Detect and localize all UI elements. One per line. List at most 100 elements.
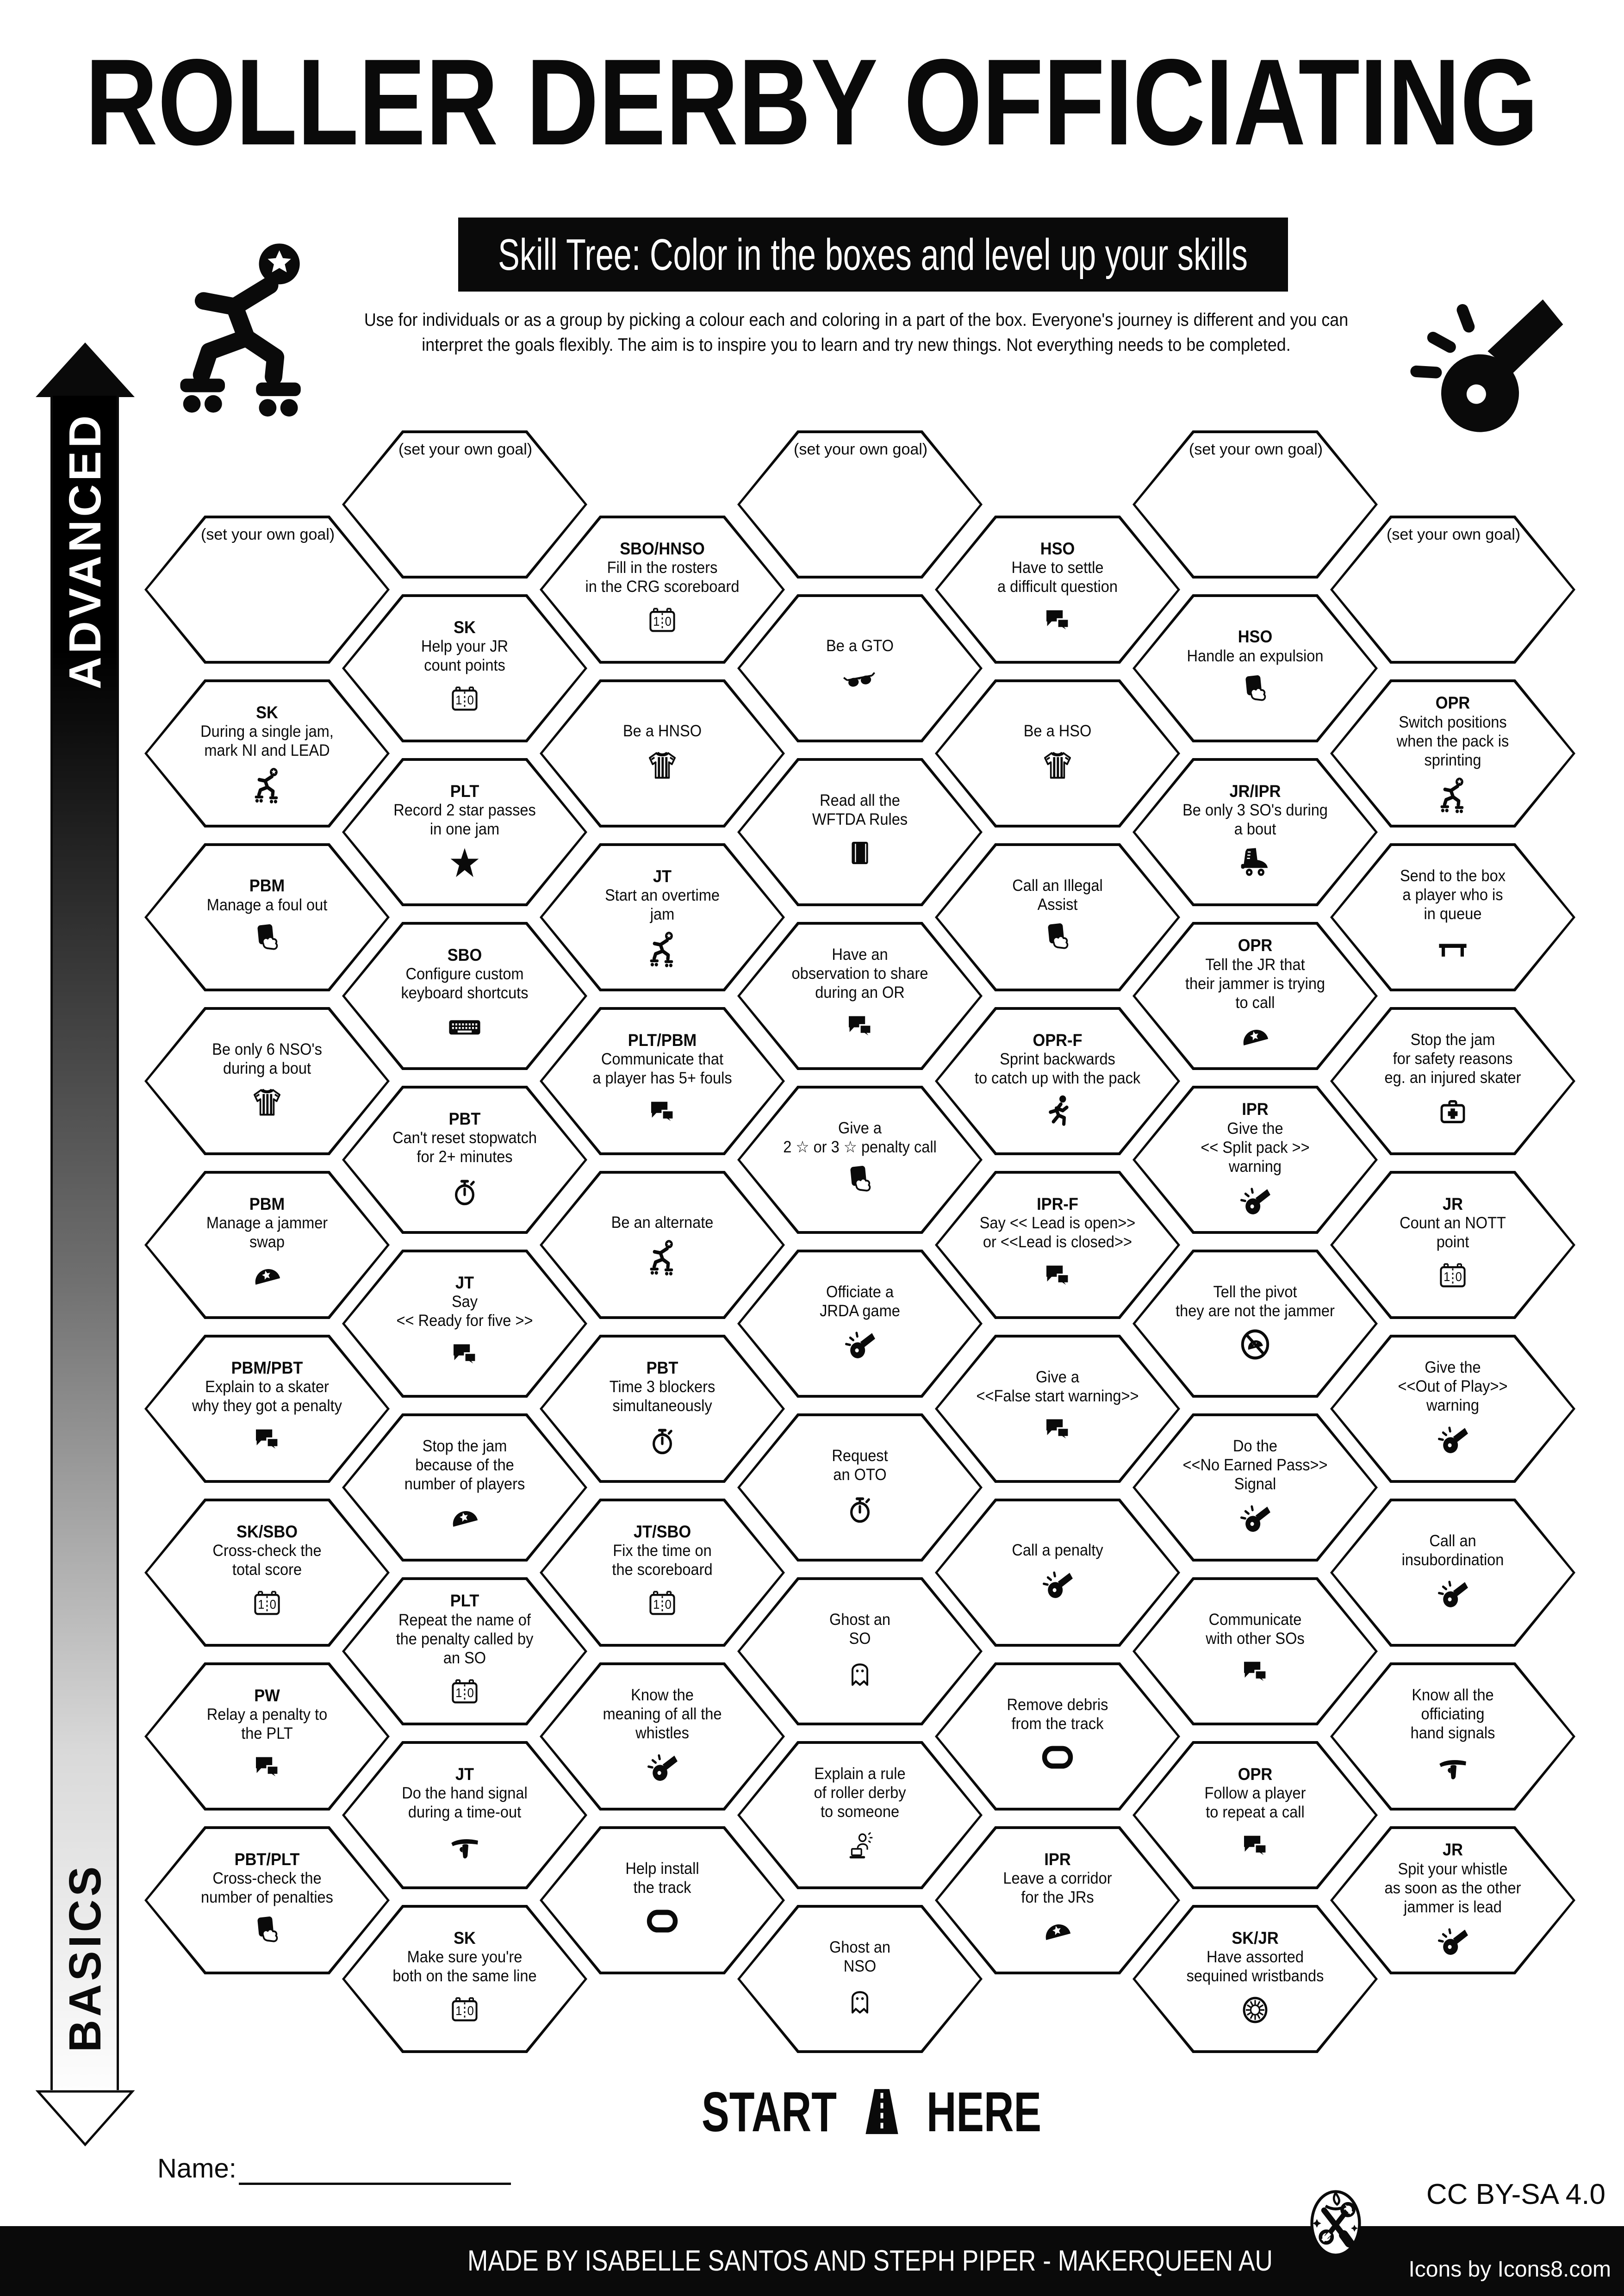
hex-role: SK/SBO bbox=[236, 1522, 298, 1541]
hex-role: OPR bbox=[1238, 936, 1273, 955]
hex-tell-pivot-not-jammer: Tell the pivot they are not the jammer bbox=[1132, 1250, 1378, 1398]
hex-line: Have assorted bbox=[1207, 1948, 1304, 1966]
chat-icon bbox=[1030, 1410, 1086, 1450]
hex-no-earned-pass: Do the <<No Earned Pass>> Signal bbox=[1132, 1413, 1378, 1562]
handsignal-icon bbox=[1425, 1747, 1481, 1787]
scoreboard-icon bbox=[437, 1672, 493, 1712]
hex-line: of roller derby bbox=[814, 1784, 906, 1802]
chat-icon bbox=[437, 1335, 493, 1375]
hex-face: SK Make sure you're both on the same line bbox=[345, 1908, 585, 2050]
hex-line: Be an alternate bbox=[611, 1213, 714, 1232]
hex-line: <<False start warning>> bbox=[976, 1387, 1139, 1405]
glasses-icon bbox=[832, 660, 888, 700]
hex-face: SK/JR Have assorted sequined wristbands bbox=[1135, 1908, 1375, 2050]
hex-line: Tell the pivot bbox=[1213, 1282, 1297, 1301]
hex-line: SO bbox=[849, 1629, 871, 1648]
hex-communicate-sos: Communicate with other SOs bbox=[1132, 1577, 1378, 1725]
whistle-icon bbox=[635, 1747, 691, 1787]
hex-face: PBT/PLT Cross-check the number of penaltie… bbox=[147, 1829, 387, 1972]
hex-line: the PLT bbox=[241, 1724, 293, 1743]
advanced-label: ADVANCED bbox=[60, 412, 110, 690]
hex-line: Spit your whistle bbox=[1398, 1860, 1508, 1878]
hex-call-illegal-assist: Call an Illegal Assist bbox=[935, 843, 1180, 991]
hex-line: number of penalties bbox=[201, 1888, 333, 1907]
whistle-icon bbox=[1227, 1181, 1283, 1220]
hex-skjr-wristbands: SK/JR Have assorted sequined wristbands bbox=[1132, 1905, 1378, 2053]
goal-label: (set your own goal) bbox=[1387, 526, 1521, 543]
hex-face: Have an observation to share during an OR bbox=[740, 925, 980, 1067]
jersey-icon bbox=[239, 1082, 295, 1122]
hex-know-hand-signals: Know all the officiating hand signals bbox=[1330, 1662, 1575, 1811]
hex-face: PLT Repeat the name of the penalty called … bbox=[345, 1580, 585, 1723]
hex-role: SK bbox=[256, 703, 278, 722]
here-label: HERE bbox=[927, 2080, 1041, 2143]
hex-line: Give the bbox=[1227, 1119, 1283, 1138]
hex-line: Have to settle bbox=[1011, 559, 1104, 577]
hex-line: meaning of all the bbox=[603, 1705, 722, 1724]
hex-line: Fix the time on bbox=[613, 1542, 712, 1560]
hex-line: Officiate a bbox=[826, 1282, 894, 1301]
hex-goal-a1: (set your own goal) bbox=[144, 516, 390, 664]
hex-line: both on the same line bbox=[392, 1967, 537, 1985]
hex-face: Stop the jam because of the number of play… bbox=[345, 1416, 585, 1559]
hex-face: Be an alternate bbox=[542, 1174, 782, 1316]
hex-face: SK/SBO Cross-check the total score bbox=[147, 1501, 387, 1644]
hex-false-start-warning: Give a <<False start warning>> bbox=[935, 1335, 1180, 1483]
hex-face: Ghost an SO bbox=[740, 1580, 980, 1723]
wrist-icon bbox=[1227, 1990, 1283, 2030]
hex-face: JR Count an NOTT point bbox=[1333, 1174, 1573, 1316]
hex-role: OPR bbox=[1435, 693, 1470, 713]
hex-line: Stop the jam bbox=[1410, 1031, 1495, 1049]
hex-role: PLT bbox=[450, 781, 479, 801]
hex-line: Manage a foul out bbox=[206, 896, 328, 914]
hex-line: Request bbox=[832, 1446, 888, 1465]
card-icon bbox=[239, 919, 295, 959]
hex-line: Tell the JR that bbox=[1205, 955, 1305, 974]
hex-line: an SO bbox=[443, 1649, 486, 1667]
hex-role: PBT bbox=[448, 1109, 481, 1128]
hex-face: PBT Time 3 blockers simultaneously bbox=[542, 1338, 782, 1480]
hex-line: Give a bbox=[1035, 1368, 1080, 1386]
skater-icon bbox=[239, 765, 295, 804]
hex-role: IPR bbox=[1044, 1849, 1071, 1869]
banner: Skill Tree: Color in the boxes and level… bbox=[458, 218, 1288, 292]
hex-face: PBM Manage a foul out bbox=[147, 846, 387, 989]
hex-jt-hand-signal-timeout: JT Do the hand signal during a time-out bbox=[342, 1741, 587, 1889]
hex-face: OPR Follow a player to repeat a call bbox=[1135, 1744, 1375, 1886]
hex-line: Do the hand signal bbox=[402, 1784, 528, 1803]
hex-face: Be only 6 NSO's during a bout bbox=[147, 1010, 387, 1152]
hex-be-a-hnso: Be a HNSO bbox=[540, 679, 785, 828]
hex-line: Be a HNSO bbox=[622, 722, 702, 740]
hex-line: they are not the jammer bbox=[1176, 1301, 1335, 1320]
hex-line: Call an bbox=[1429, 1531, 1476, 1550]
card-icon bbox=[832, 1161, 888, 1201]
hex-goal-g1: (set your own goal) bbox=[1330, 516, 1575, 664]
hex-opr-switch-positions: OPR Switch positions when the pack is sprin… bbox=[1330, 679, 1575, 828]
helmet-icon bbox=[1030, 1911, 1086, 1951]
hex-line: Remove debris bbox=[1007, 1695, 1108, 1714]
hex-face: Do the <<No Earned Pass>> Signal bbox=[1135, 1416, 1375, 1559]
hex-line: because of the bbox=[415, 1456, 514, 1475]
hex-face: JR Spit your whistle as soon as the other j… bbox=[1333, 1829, 1573, 1972]
hex-line: Repeat the name of bbox=[398, 1611, 531, 1629]
hex-line: JRDA game bbox=[820, 1301, 900, 1320]
hex-line: from the track bbox=[1011, 1714, 1104, 1733]
hex-face: SK During a single jam, mark NI and LEAD bbox=[147, 682, 387, 825]
icons8-credit: Icons by Icons8.com bbox=[1408, 2257, 1611, 2282]
hex-role: PBM bbox=[249, 1194, 285, 1213]
hex-role: PBT bbox=[646, 1358, 678, 1377]
chat-icon bbox=[1030, 1256, 1086, 1296]
hex-role: JT/SBO bbox=[633, 1522, 691, 1541]
hex-be-a-gto: Be a GTO bbox=[737, 594, 983, 742]
hex-line: Help install bbox=[625, 1859, 699, 1878]
chat-icon bbox=[239, 1748, 295, 1787]
hex-line: to call bbox=[1235, 993, 1275, 1012]
road-icon bbox=[851, 2073, 913, 2150]
hex-face: JT/SBO Fix the time on the scoreboard bbox=[542, 1501, 782, 1644]
hex-sbo-keyboard-shortcuts: SBO Configure custom keyboard shortcuts bbox=[342, 922, 587, 1070]
hex-line: << Ready for five >> bbox=[396, 1312, 533, 1330]
hex-line: to catch up with the pack bbox=[974, 1069, 1141, 1088]
hex-role: IPR-F bbox=[1037, 1194, 1078, 1213]
hex-face: PBM Manage a jammer swap bbox=[147, 1174, 387, 1316]
skater-icon bbox=[635, 928, 691, 968]
